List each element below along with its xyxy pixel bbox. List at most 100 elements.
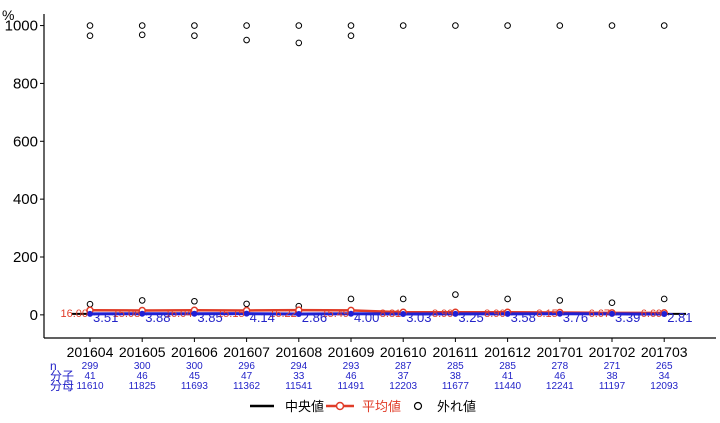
outlier-point (608, 299, 616, 307)
legend: 中央値 平均値 外れ値 (250, 399, 476, 414)
table-cell: 11677 (442, 381, 470, 392)
mean-value-label: 16.00 (60, 308, 88, 320)
outlier-point (138, 22, 146, 29)
outlier-point (243, 36, 250, 44)
outlier-point (295, 22, 303, 29)
table-cell: 285 (447, 361, 464, 372)
outlier-point (556, 22, 564, 29)
outlier-point (399, 22, 407, 29)
x-tick-label: 201610 (380, 344, 427, 360)
median-value-label: 3.51 (93, 310, 118, 325)
y-tick-label: 400 (13, 191, 38, 208)
table-cell: 299 (82, 361, 99, 372)
y-tick-label: 200 (13, 249, 38, 266)
median-point (504, 310, 511, 317)
median-value-label: 3.85 (197, 310, 222, 325)
mean-value-label: 16.22 (269, 308, 297, 320)
median-value-label: 3.25 (458, 310, 483, 325)
median-point (609, 310, 615, 317)
table-cell: 46 (137, 371, 149, 382)
median-point (452, 310, 459, 317)
median-point (139, 310, 146, 317)
table-cell: 11610 (76, 381, 104, 392)
median-point (87, 310, 93, 317)
median-point (348, 310, 354, 317)
table-cell: 11693 (181, 381, 209, 392)
x-tick-label: 201605 (119, 344, 166, 360)
median-value-label: 3.03 (406, 310, 431, 325)
table-cell: 11362 (233, 381, 261, 392)
outlier-point (608, 22, 616, 29)
median-value-label: 3.76 (563, 310, 588, 325)
table-cell: 271 (604, 361, 621, 372)
x-ticks: 201604 201605 201606 201607 201608 201609 2016… (67, 338, 688, 360)
outlier-point (347, 295, 355, 303)
table-cell: 287 (395, 361, 412, 372)
outlier-point (86, 32, 94, 39)
table-row-label: 分母 (50, 379, 74, 393)
x-tick-label: 201608 (275, 344, 322, 360)
y-tick-label: 800 (13, 75, 38, 92)
median-point (243, 310, 250, 317)
table-cell: 12241 (546, 381, 574, 392)
median-point (191, 310, 198, 317)
table-row-label: 分子 (50, 369, 74, 383)
outlier-point (243, 22, 250, 29)
mean-value-label: 8.15 (536, 308, 557, 320)
mean-value-label: 6.69 (641, 308, 662, 320)
table-cell: 37 (398, 371, 410, 382)
y-tick-label: 1000 (5, 18, 38, 35)
outlier-point (191, 297, 198, 305)
series-lines (72, 306, 686, 318)
x-tick-label: 201609 (328, 344, 375, 360)
mean-value-label: 15.49 (321, 308, 349, 320)
table-cell: 11197 (599, 381, 626, 392)
outlier-point (504, 22, 511, 29)
mean-value-label: 8.81 (380, 308, 401, 320)
median-value-label: 3.39 (615, 310, 640, 325)
median-value-label: 3.58 (511, 310, 536, 325)
outlier-point (399, 295, 407, 303)
median-value-label: 4.00 (354, 310, 379, 325)
outlier-point (347, 22, 355, 29)
median-value-label: 4.14 (250, 310, 275, 325)
table-cell: 38 (606, 371, 618, 382)
table-cell: 46 (554, 371, 566, 382)
table-cell: 12093 (650, 381, 678, 392)
table-cell: 41 (84, 371, 96, 382)
outlier-point (556, 297, 564, 304)
table-cell: 38 (450, 371, 462, 382)
count-table: n 299 300 300 296 294 293 287 285 285 278 271 265 分子 4… (50, 359, 679, 393)
y-axis-label: % (2, 7, 14, 23)
table-cell: 45 (189, 371, 201, 382)
table-cell: 41 (502, 371, 514, 382)
table-cell: 293 (343, 361, 360, 372)
y-ticks: 0 200 400 600 800 1000 (5, 18, 44, 324)
outlier-point (86, 300, 94, 308)
table-row-label: n (50, 359, 57, 373)
table-cell: 47 (241, 371, 253, 382)
outlier-point (452, 22, 459, 29)
x-tick-label: 201604 (67, 344, 114, 360)
legend-mean-label: 平均値 (362, 399, 401, 414)
x-tick-label: 201606 (171, 344, 218, 360)
outlier-point (138, 31, 146, 39)
x-tick-label: 201612 (484, 344, 531, 360)
table-cell: 34 (659, 371, 671, 382)
value-labels: 16.00 15.08 16.04 15.15 16.22 15.49 8.81 8.99 8.… (60, 308, 692, 325)
table-cell: 294 (290, 361, 307, 372)
mean-value-label: 16.04 (165, 308, 193, 320)
median-value-label: 2.81 (667, 310, 692, 325)
table-cell: 11440 (494, 381, 522, 392)
x-tick-label: 201703 (641, 344, 688, 360)
table-cell: 300 (186, 361, 203, 372)
mean-value-label: 15.15 (217, 308, 245, 320)
median-value-label: 2.86 (302, 310, 327, 325)
legend-median-label: 中央値 (285, 399, 324, 414)
mean-value-label: 8.90 (484, 308, 505, 320)
outlier-point (452, 291, 459, 298)
legend-mean-marker (335, 401, 345, 411)
outlier-point (295, 39, 303, 47)
table-cell: 11491 (337, 381, 365, 392)
